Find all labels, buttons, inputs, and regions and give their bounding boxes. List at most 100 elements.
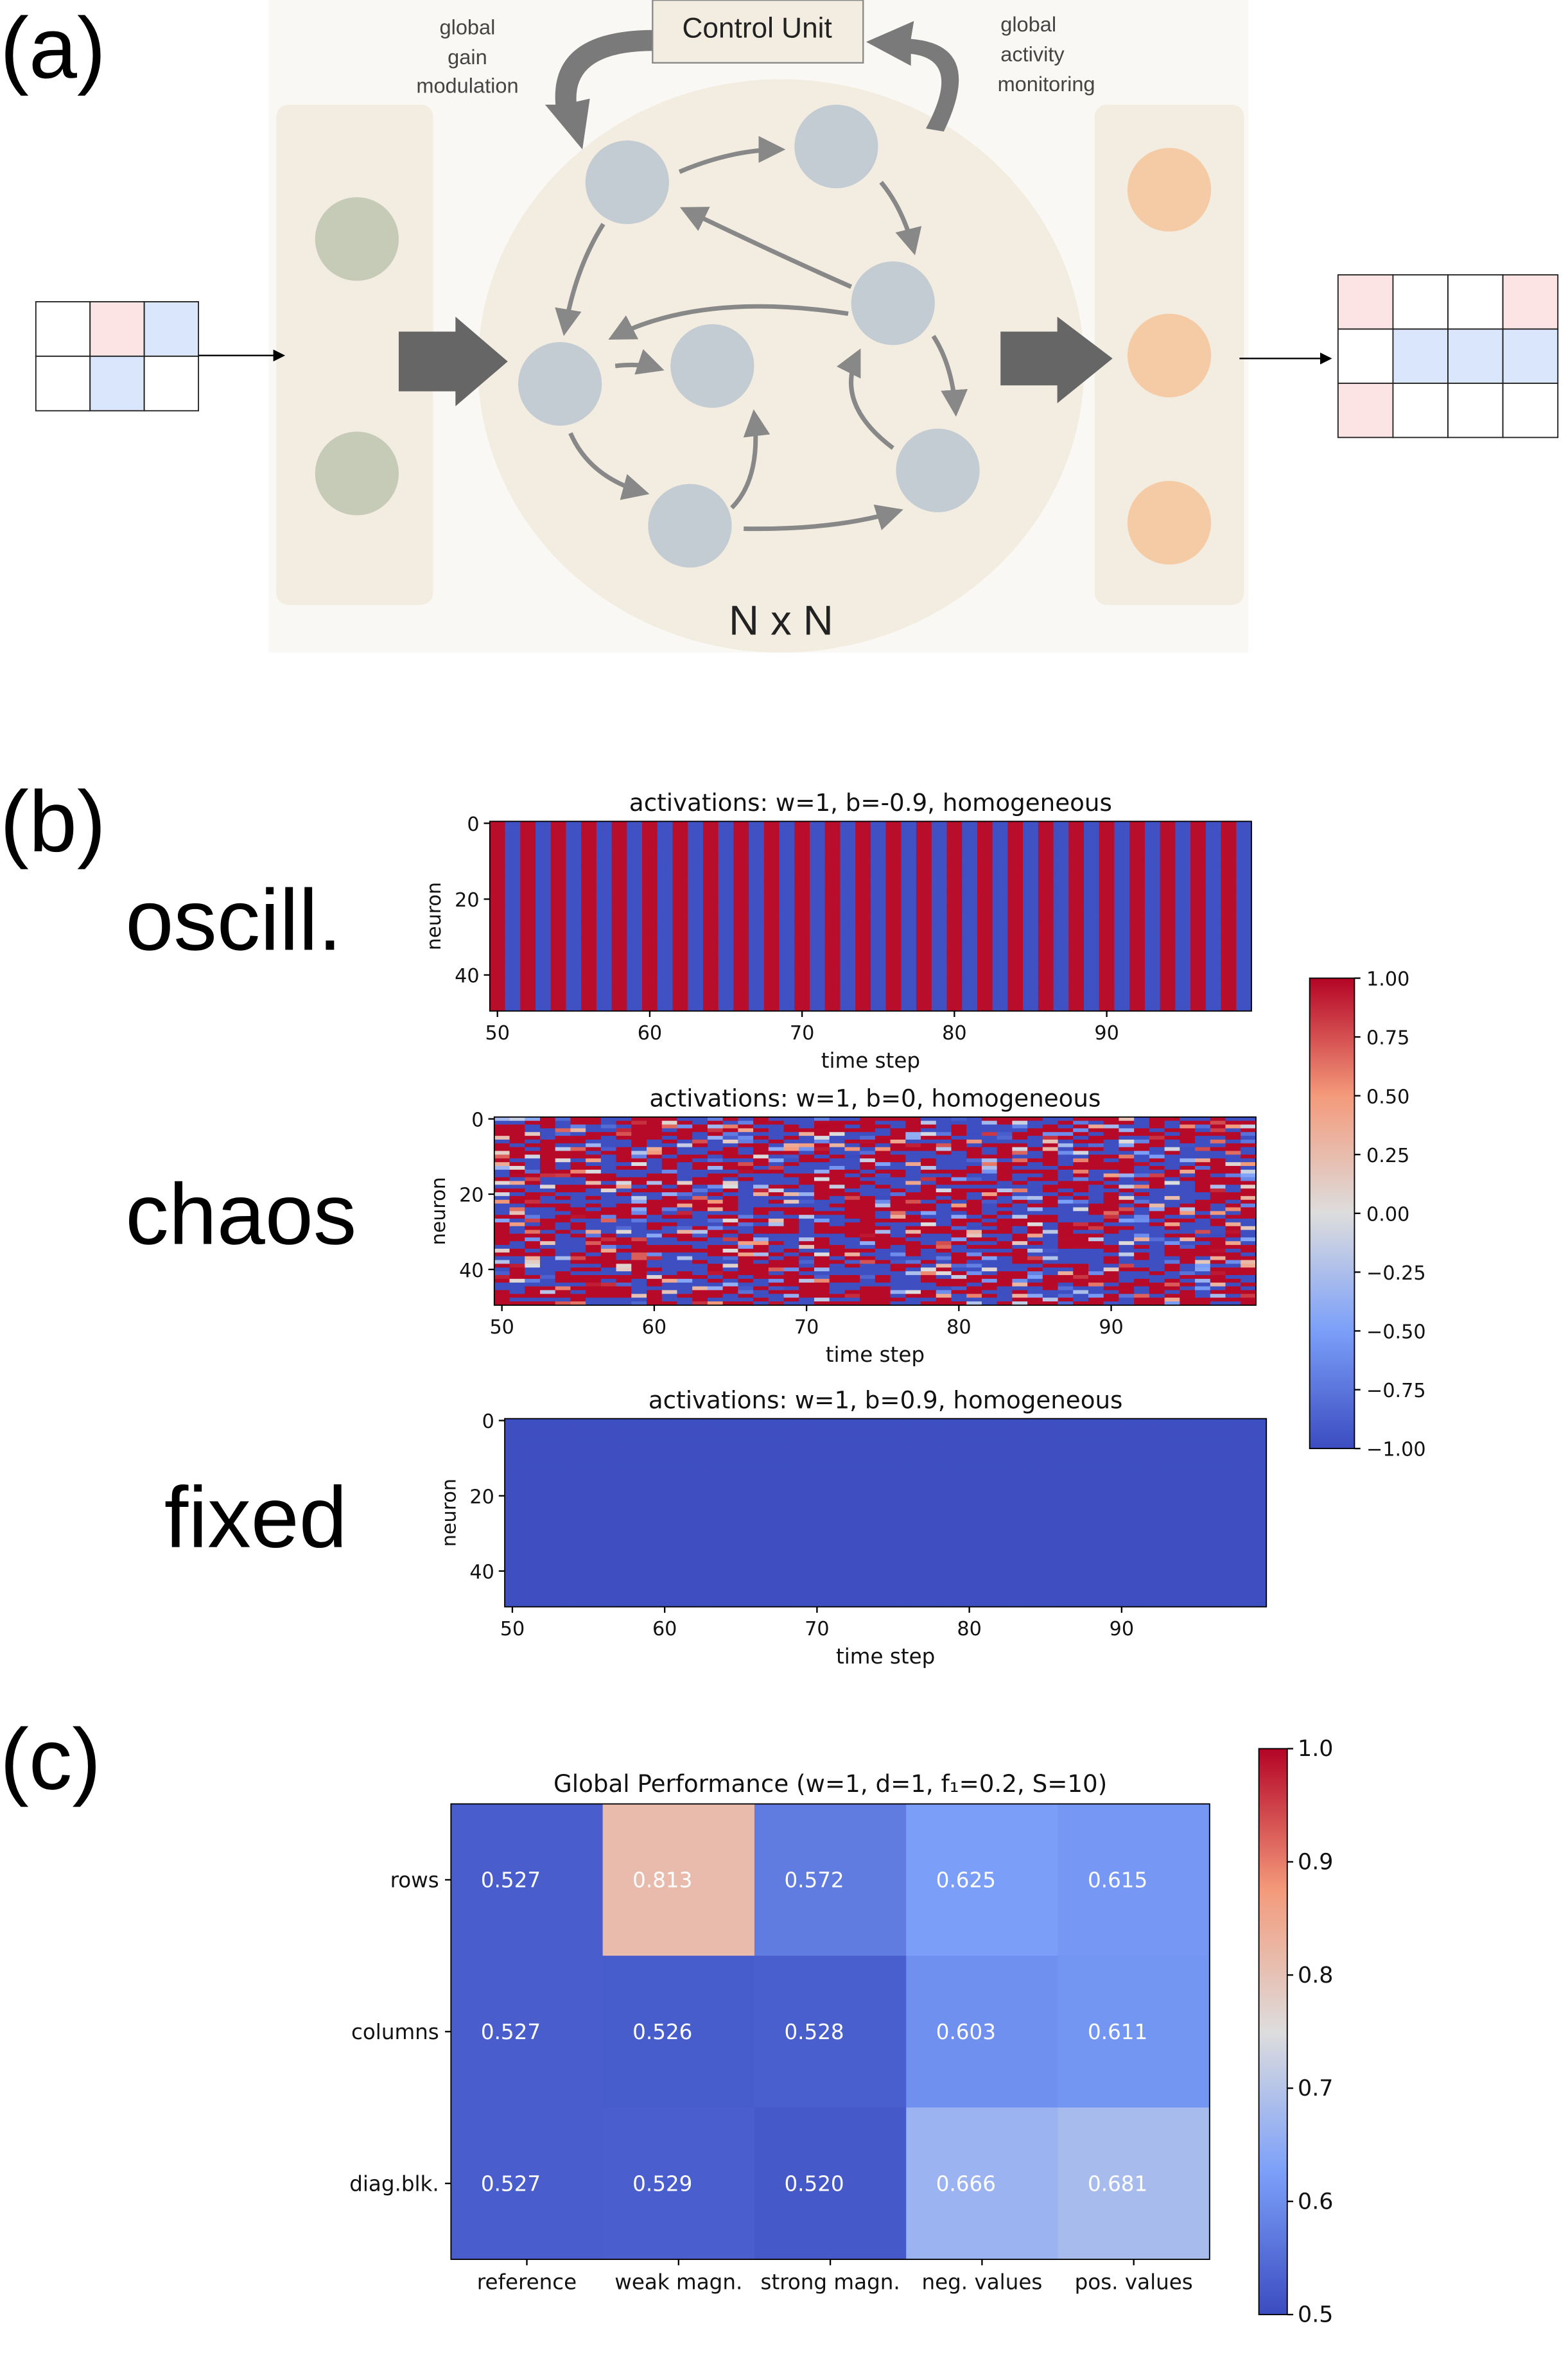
heatmap-cell bbox=[616, 1124, 632, 1129]
heatmap-cell bbox=[677, 1195, 693, 1201]
heatmap-cell bbox=[505, 859, 521, 864]
heatmap-cell bbox=[1027, 1136, 1043, 1140]
heatmap-cell bbox=[1195, 1192, 1211, 1197]
heatmap-cell bbox=[1180, 1301, 1196, 1306]
heatmap-cell bbox=[966, 1173, 982, 1178]
heatmap-cell bbox=[520, 829, 536, 833]
heatmap-cell bbox=[677, 1154, 693, 1159]
heatmap-cell bbox=[1144, 901, 1161, 905]
heatmap-cell bbox=[1175, 867, 1191, 871]
heatmap-cell bbox=[596, 999, 613, 1004]
heatmap-cell bbox=[1053, 833, 1069, 837]
heatmap-cell bbox=[661, 1264, 678, 1268]
heatmap-cell bbox=[763, 855, 780, 860]
heatmap-cell bbox=[494, 1147, 510, 1152]
heatmap-cell bbox=[799, 1169, 815, 1174]
heatmap-cell bbox=[1205, 916, 1222, 921]
heatmap-cell bbox=[1149, 1185, 1165, 1189]
heatmap-cell bbox=[1103, 1207, 1120, 1212]
heatmap-cell bbox=[814, 1278, 830, 1283]
heatmap-cell bbox=[1205, 931, 1222, 936]
heatmap-cell bbox=[702, 999, 719, 1004]
heatmap-cell bbox=[997, 1185, 1013, 1189]
heatmap-cell bbox=[1084, 855, 1100, 860]
heatmap-cell bbox=[981, 1181, 998, 1186]
heatmap-cell bbox=[1007, 855, 1024, 860]
heatmap-cell bbox=[1007, 957, 1024, 962]
heatmap-cell bbox=[992, 923, 1009, 928]
heatmap-cell bbox=[722, 1290, 739, 1294]
heatmap-cell bbox=[1053, 927, 1069, 932]
heatmap-cell bbox=[1180, 1271, 1196, 1276]
heatmap-cell bbox=[931, 969, 948, 974]
heatmap-cell bbox=[555, 1219, 571, 1223]
heatmap-cell bbox=[1038, 829, 1054, 833]
heatmap-cell bbox=[1195, 1267, 1211, 1272]
heatmap-cell bbox=[814, 1260, 830, 1265]
heatmap-cell bbox=[1012, 1165, 1028, 1170]
heatmap-cell bbox=[1099, 844, 1115, 849]
heatmap-cell bbox=[1058, 1298, 1074, 1302]
heatmap-cell bbox=[1195, 1207, 1211, 1212]
heatmap-cell bbox=[829, 1264, 846, 1268]
heatmap-cell bbox=[525, 1195, 541, 1201]
heatmap-cell bbox=[1114, 847, 1130, 853]
heatmap-cell bbox=[1058, 1252, 1074, 1257]
heatmap-cell bbox=[631, 1274, 647, 1280]
heatmap-cell bbox=[885, 851, 902, 856]
heatmap-cell bbox=[875, 1274, 891, 1280]
heatmap-cell bbox=[611, 977, 628, 982]
heatmap-cell bbox=[1164, 1207, 1181, 1212]
heatmap-cell bbox=[509, 1203, 525, 1208]
heatmap-cell bbox=[539, 1203, 556, 1208]
heatmap-cell bbox=[566, 969, 582, 974]
heatmap-cell bbox=[779, 901, 795, 905]
heatmap-cell bbox=[555, 1139, 571, 1144]
heatmap-cell bbox=[829, 1154, 846, 1159]
heatmap-cell bbox=[840, 901, 856, 905]
heatmap-cell bbox=[733, 965, 749, 970]
heatmap-cell bbox=[844, 1260, 860, 1265]
heatmap-cell bbox=[702, 901, 719, 905]
heatmap-cell bbox=[733, 950, 749, 955]
heatmap-cell bbox=[921, 1203, 937, 1208]
heatmap-cell bbox=[611, 943, 628, 947]
heatmap-cell bbox=[936, 1181, 952, 1186]
heatmap-cell bbox=[1175, 829, 1191, 833]
heatmap-cell bbox=[1068, 863, 1085, 867]
heatmap-cell bbox=[1175, 973, 1191, 978]
heatmap-cell bbox=[779, 871, 795, 875]
heatmap-cell bbox=[855, 954, 871, 959]
heatmap-cell bbox=[688, 901, 704, 905]
heatmap-cell bbox=[566, 885, 582, 891]
heatmap-cell bbox=[753, 1120, 769, 1125]
heatmap-cell bbox=[875, 1120, 891, 1125]
heatmap-cell bbox=[1042, 1237, 1059, 1242]
heatmap-cell bbox=[997, 1136, 1013, 1140]
heatmap-cell bbox=[1038, 882, 1054, 887]
heatmap-cell bbox=[753, 1188, 769, 1193]
heatmap-cell bbox=[875, 1237, 891, 1242]
heatmap-cell bbox=[829, 1162, 846, 1167]
heatmap-cell bbox=[570, 1185, 586, 1189]
heatmap-cell bbox=[824, 851, 841, 856]
heatmap-cell bbox=[581, 885, 597, 891]
heatmap-cell bbox=[921, 1124, 937, 1129]
heatmap-cell bbox=[916, 919, 932, 925]
heatmap-cell bbox=[570, 1169, 586, 1174]
heatmap-cell bbox=[1149, 1260, 1165, 1265]
heatmap-cell bbox=[642, 851, 658, 856]
heatmap-cell bbox=[738, 1169, 754, 1174]
heatmap-cell bbox=[824, 821, 841, 826]
heatmap-cell bbox=[860, 1248, 876, 1253]
heatmap-cell bbox=[1164, 1151, 1181, 1156]
heatmap-cell bbox=[489, 851, 506, 856]
heatmap-cell bbox=[1012, 1207, 1028, 1212]
heatmap-cell bbox=[677, 1282, 693, 1287]
heatmap-cell bbox=[992, 897, 1009, 902]
heatmap-cell bbox=[997, 1173, 1013, 1178]
heatmap-cell bbox=[768, 1173, 785, 1178]
heatmap-cell bbox=[1205, 1003, 1222, 1008]
heatmap-cell bbox=[1103, 1143, 1120, 1148]
heatmap-cell bbox=[840, 882, 856, 887]
